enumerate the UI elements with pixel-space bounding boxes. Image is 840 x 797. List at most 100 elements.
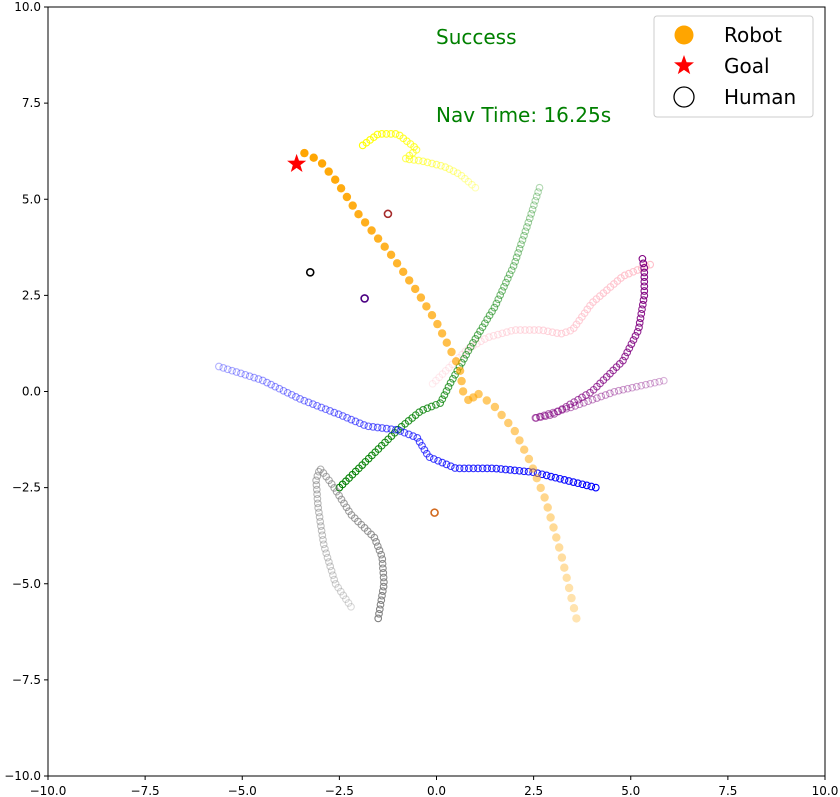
human-6-point	[378, 555, 387, 563]
robot-point	[455, 366, 465, 375]
human-6-point	[375, 605, 384, 614]
human-6-point	[319, 540, 328, 549]
human-5-point	[546, 411, 554, 420]
human-3-point	[483, 315, 492, 324]
robot-point	[524, 454, 534, 464]
human-3-point	[534, 188, 542, 196]
human-4-point	[326, 407, 334, 415]
human-6-point	[342, 595, 350, 604]
human-4-point	[241, 370, 250, 379]
human-4-point	[569, 478, 578, 486]
human-5-point	[638, 254, 647, 263]
human-6-point	[336, 587, 345, 596]
human-3-point	[494, 295, 503, 304]
human-4-point	[418, 441, 426, 450]
robot-point	[540, 493, 549, 502]
human-4-point	[565, 477, 573, 485]
human-4-point	[296, 395, 304, 403]
human-4-point	[409, 432, 417, 440]
human-4-point	[520, 467, 528, 476]
human-3-point	[490, 303, 499, 312]
robot-point	[552, 533, 561, 542]
human-6-point	[316, 517, 325, 526]
x-tick-label: 2.5	[524, 784, 543, 797]
human-4-point	[347, 415, 356, 424]
y-tick-label: −5.0	[12, 577, 41, 591]
human-2-point	[617, 274, 625, 282]
human-4-point	[396, 427, 405, 435]
robot-point	[549, 523, 558, 532]
human-4-point	[223, 365, 232, 374]
legend-human-marker	[673, 86, 695, 108]
robot-point	[520, 445, 529, 454]
human-5-point	[640, 287, 649, 295]
human-4-point	[334, 410, 343, 419]
human-1-point	[358, 141, 367, 150]
human-4-point	[250, 373, 258, 382]
human-5-point	[554, 407, 563, 416]
human-1-point	[464, 177, 473, 186]
legend-robot-label: Robot	[724, 23, 782, 47]
human-5-point	[638, 300, 647, 309]
human-3-point	[505, 270, 514, 279]
robot-point	[367, 226, 376, 235]
human-3-point	[423, 404, 432, 413]
human-2-point	[553, 329, 561, 337]
human-2-point	[428, 379, 437, 388]
human-1-point	[432, 160, 441, 169]
human-6-point	[375, 609, 383, 618]
human-5-point	[640, 291, 649, 300]
robot-point	[437, 329, 447, 338]
human-5-point	[627, 340, 636, 348]
human-4-point	[228, 366, 236, 375]
static-human-3	[360, 294, 369, 303]
human-5-point	[550, 410, 559, 418]
human-6-point	[372, 538, 380, 546]
human-4-point	[275, 384, 284, 393]
human-4-point	[578, 480, 587, 489]
human-6-point	[334, 583, 343, 592]
human-2-point	[516, 326, 525, 334]
human-5-point	[635, 323, 643, 332]
human-3-trajectory	[335, 183, 544, 492]
human-5-point	[571, 402, 580, 410]
robot-point	[405, 276, 414, 285]
human-6-point	[378, 559, 387, 568]
y-tick-label: 10.0	[14, 0, 41, 14]
human-4-point	[524, 467, 533, 476]
human-3-point	[502, 278, 510, 287]
human-4-point	[429, 455, 438, 463]
human-6-point	[332, 487, 341, 496]
human-3-point	[466, 342, 475, 351]
human-1-point	[414, 156, 423, 165]
human-4-point	[300, 396, 309, 405]
human-5-point	[625, 344, 634, 353]
robot-point	[373, 234, 383, 243]
human-1-point	[377, 130, 386, 138]
human-4-point	[551, 473, 560, 482]
human-5-point	[606, 389, 614, 398]
human-4-point	[330, 408, 339, 417]
human-3-point	[525, 214, 534, 223]
y-tick-label: 2.5	[22, 288, 41, 302]
human-4-point	[446, 462, 455, 471]
human-2-point	[633, 266, 642, 274]
human-6-point	[379, 564, 387, 573]
human-4-point	[321, 405, 330, 414]
human-6-point	[379, 573, 388, 582]
human-3-point	[432, 400, 440, 409]
human-4-point	[254, 375, 263, 383]
human-5-trajectory	[531, 254, 668, 422]
human-4-point	[547, 472, 555, 481]
human-5-point	[580, 398, 588, 407]
x-tick-label: −5.0	[228, 784, 257, 797]
human-5-point	[621, 352, 629, 361]
trajectories-layer	[215, 130, 668, 623]
axis-ticks: −10.0 −7.5 −5.0 −2.5 0.0 2.5 5.0 7.5 10.0 −10.0 −7…	[4, 0, 838, 797]
robot-point	[562, 573, 571, 582]
human-2-point	[473, 339, 481, 348]
human-4-point	[304, 398, 313, 407]
human-5-point	[637, 309, 646, 318]
human-6-point	[378, 587, 387, 595]
